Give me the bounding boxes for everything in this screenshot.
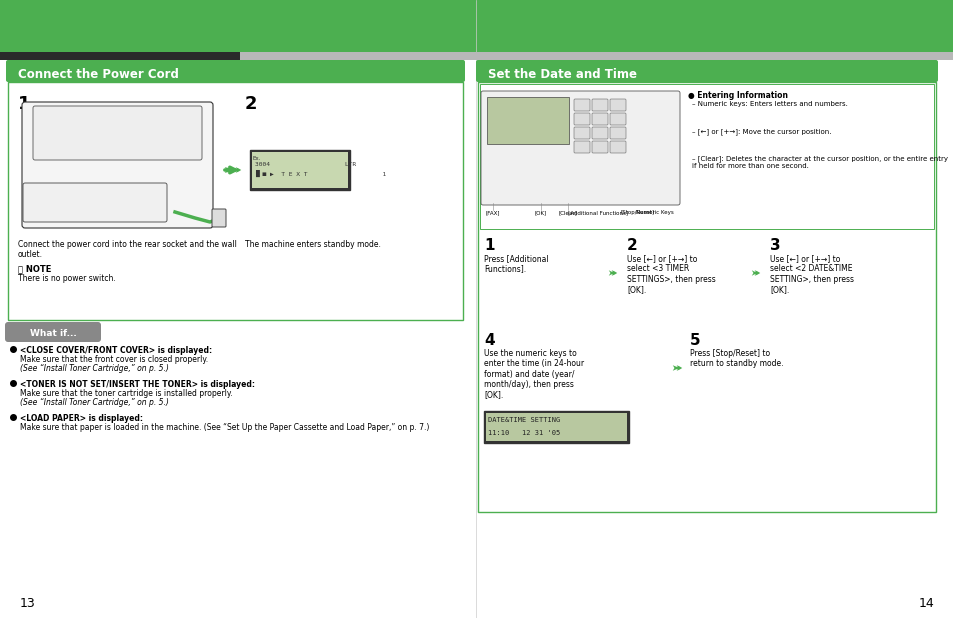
FancyBboxPatch shape bbox=[252, 152, 348, 188]
Text: [Clear]: [Clear] bbox=[558, 210, 577, 215]
Text: Make sure that paper is loaded in the machine. (See “Set Up the Paper Cassette a: Make sure that paper is loaded in the ma… bbox=[20, 423, 429, 432]
Text: Ex.: Ex. bbox=[253, 156, 261, 161]
FancyBboxPatch shape bbox=[6, 60, 464, 82]
FancyBboxPatch shape bbox=[609, 99, 625, 111]
Text: [Additional Functions]: [Additional Functions] bbox=[567, 210, 627, 215]
Text: <TONER IS NOT SET/INSERT THE TONER> is displayed:: <TONER IS NOT SET/INSERT THE TONER> is d… bbox=[20, 380, 254, 389]
FancyBboxPatch shape bbox=[0, 52, 240, 60]
FancyBboxPatch shape bbox=[476, 60, 937, 82]
Text: DATE&TIME SETTING: DATE&TIME SETTING bbox=[488, 417, 559, 423]
FancyBboxPatch shape bbox=[0, 0, 953, 52]
FancyBboxPatch shape bbox=[212, 209, 226, 227]
Text: Connect the Power Cord: Connect the Power Cord bbox=[18, 67, 179, 80]
Text: 13: 13 bbox=[20, 597, 35, 610]
FancyBboxPatch shape bbox=[33, 106, 202, 160]
Text: Make sure that the toner cartridge is installed properly.: Make sure that the toner cartridge is in… bbox=[20, 389, 233, 398]
Text: (See “Install Toner Cartridge,” on p. 5.): (See “Install Toner Cartridge,” on p. 5.… bbox=[20, 364, 169, 373]
Text: 14: 14 bbox=[918, 597, 933, 610]
Text: [Stop/Reset]: [Stop/Reset] bbox=[620, 210, 655, 215]
Text: 2: 2 bbox=[245, 95, 257, 113]
Text: Press [Stop/Reset] to
return to standby mode.: Press [Stop/Reset] to return to standby … bbox=[689, 349, 782, 368]
Text: Press [Additional
Functions].: Press [Additional Functions]. bbox=[483, 254, 548, 273]
Text: [FAX]: [FAX] bbox=[485, 210, 499, 215]
Text: There is no power switch.: There is no power switch. bbox=[18, 274, 115, 283]
FancyBboxPatch shape bbox=[477, 82, 935, 512]
FancyBboxPatch shape bbox=[592, 127, 607, 139]
Text: (See “Install Toner Cartridge,” on p. 5.): (See “Install Toner Cartridge,” on p. 5.… bbox=[20, 398, 169, 407]
Text: 3004                    LTR: 3004 LTR bbox=[254, 162, 355, 167]
FancyBboxPatch shape bbox=[480, 91, 679, 205]
FancyBboxPatch shape bbox=[240, 52, 953, 60]
Text: 1: 1 bbox=[18, 95, 30, 113]
Text: Use [←] or [+→] to
select <2 DATE&TIME
SETTING>, then press
[OK].: Use [←] or [+→] to select <2 DATE&TIME S… bbox=[769, 254, 853, 294]
FancyBboxPatch shape bbox=[8, 82, 462, 320]
FancyBboxPatch shape bbox=[592, 99, 607, 111]
FancyBboxPatch shape bbox=[486, 97, 568, 144]
FancyBboxPatch shape bbox=[23, 183, 167, 222]
FancyBboxPatch shape bbox=[574, 127, 589, 139]
Text: 11:10   12 31 '05: 11:10 12 31 '05 bbox=[488, 430, 559, 436]
FancyBboxPatch shape bbox=[609, 127, 625, 139]
Text: [OK]: [OK] bbox=[535, 210, 546, 215]
Text: 1: 1 bbox=[483, 238, 494, 253]
FancyBboxPatch shape bbox=[609, 113, 625, 125]
FancyBboxPatch shape bbox=[485, 413, 626, 441]
Text: Connect the power cord into the rear socket and the wall
outlet.: Connect the power cord into the rear soc… bbox=[18, 240, 236, 260]
Text: 4: 4 bbox=[483, 333, 494, 348]
Text: █ ■ ▶  T E X T                    1: █ ■ ▶ T E X T 1 bbox=[254, 170, 386, 177]
Text: – [Clear]: Deletes the character at the cursor position, or the entire entry if : – [Clear]: Deletes the character at the … bbox=[691, 155, 947, 169]
FancyBboxPatch shape bbox=[22, 102, 213, 228]
Text: ⓘ NOTE: ⓘ NOTE bbox=[18, 264, 51, 273]
Text: ● Entering Information: ● Entering Information bbox=[687, 91, 787, 100]
FancyBboxPatch shape bbox=[250, 150, 350, 190]
Text: Use the numeric keys to
enter the time (in 24-hour
format) and date (year/
month: Use the numeric keys to enter the time (… bbox=[483, 349, 583, 400]
Text: – [←] or [+→]: Move the cursor position.: – [←] or [+→]: Move the cursor position. bbox=[691, 128, 831, 135]
FancyBboxPatch shape bbox=[609, 141, 625, 153]
FancyBboxPatch shape bbox=[574, 99, 589, 111]
Text: <CLOSE COVER/FRONT COVER> is displayed:: <CLOSE COVER/FRONT COVER> is displayed: bbox=[20, 346, 212, 355]
Text: – Numeric keys: Enters letters and numbers.: – Numeric keys: Enters letters and numbe… bbox=[691, 101, 847, 107]
FancyBboxPatch shape bbox=[479, 84, 933, 229]
FancyBboxPatch shape bbox=[483, 411, 628, 443]
FancyBboxPatch shape bbox=[574, 141, 589, 153]
Text: The machine enters standby mode.: The machine enters standby mode. bbox=[245, 240, 380, 249]
Text: Make sure that the front cover is closed properly.: Make sure that the front cover is closed… bbox=[20, 355, 208, 364]
Text: Numeric Keys: Numeric Keys bbox=[636, 210, 673, 215]
FancyBboxPatch shape bbox=[574, 113, 589, 125]
FancyBboxPatch shape bbox=[592, 141, 607, 153]
FancyBboxPatch shape bbox=[5, 322, 101, 342]
FancyBboxPatch shape bbox=[592, 113, 607, 125]
Text: 2: 2 bbox=[626, 238, 638, 253]
Text: <LOAD PAPER> is displayed:: <LOAD PAPER> is displayed: bbox=[20, 414, 143, 423]
Text: Use [←] or [+→] to
select <3 TIMER
SETTINGS>, then press
[OK].: Use [←] or [+→] to select <3 TIMER SETTI… bbox=[626, 254, 715, 294]
Text: 5: 5 bbox=[689, 333, 700, 348]
Text: What if...: What if... bbox=[30, 329, 76, 337]
Text: 3: 3 bbox=[769, 238, 780, 253]
Text: Set the Date and Time: Set the Date and Time bbox=[488, 67, 637, 80]
